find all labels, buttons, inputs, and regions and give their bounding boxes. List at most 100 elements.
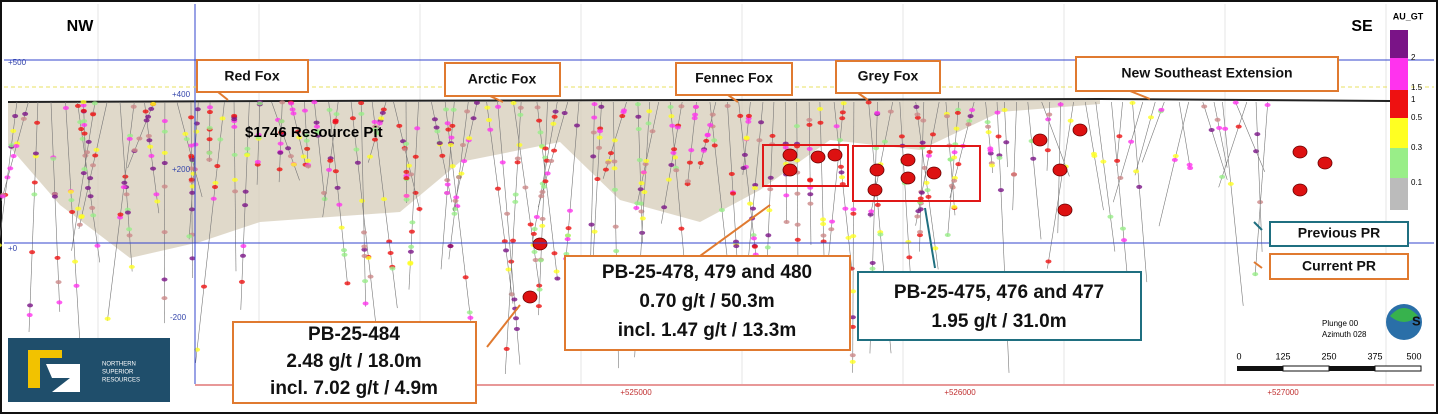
assay	[1107, 214, 1114, 219]
drill-hole	[1116, 101, 1123, 166]
assay	[201, 284, 208, 289]
assay	[34, 120, 41, 125]
drill-hole	[985, 101, 994, 174]
assay	[1201, 104, 1208, 109]
assay	[300, 154, 307, 159]
assay	[80, 100, 87, 105]
intercept	[900, 171, 916, 185]
assay	[1057, 102, 1064, 107]
assay	[120, 185, 127, 190]
assay	[389, 266, 396, 271]
assay	[303, 133, 310, 138]
assay	[439, 153, 446, 158]
assay	[445, 127, 452, 132]
assay	[206, 105, 213, 110]
logo-text: NORTHERN	[102, 362, 136, 368]
assay	[820, 217, 827, 222]
assay	[161, 161, 168, 166]
assay	[466, 310, 473, 315]
assay	[737, 113, 744, 118]
assay	[1232, 100, 1239, 105]
assay	[85, 139, 92, 144]
assay	[462, 275, 469, 280]
assay	[807, 201, 814, 206]
assay	[161, 119, 168, 124]
target-label: Arctic Fox	[468, 71, 537, 87]
callout-text: 0.70 g/t / 50.3m	[639, 291, 774, 312]
drill-hole	[1235, 101, 1266, 172]
legend-value: 0.1	[1411, 178, 1423, 187]
legend-swatch	[1390, 148, 1408, 178]
assay	[691, 116, 698, 121]
assay	[668, 114, 675, 119]
assay	[349, 116, 356, 121]
assay	[684, 179, 691, 184]
assay	[996, 155, 1003, 160]
assay	[837, 164, 844, 169]
drill-hole	[1012, 101, 1017, 211]
assay	[965, 122, 972, 127]
intercept	[867, 183, 883, 197]
assay	[767, 187, 774, 192]
assay	[31, 192, 38, 197]
callout-box	[857, 271, 1142, 341]
drill-hole	[947, 101, 960, 237]
assay	[678, 226, 685, 231]
assay	[1158, 107, 1165, 112]
assay	[0, 243, 2, 248]
assay	[724, 103, 731, 108]
assay	[850, 289, 857, 294]
assay	[642, 162, 649, 167]
assay	[692, 104, 699, 109]
assay	[668, 163, 675, 168]
assay	[539, 223, 546, 228]
assay	[278, 119, 285, 124]
assay	[90, 213, 97, 218]
assay	[794, 237, 801, 242]
assay	[639, 216, 646, 221]
elevation-label: +500	[8, 58, 27, 67]
assay	[81, 131, 88, 136]
assay	[499, 160, 506, 165]
assay	[633, 205, 640, 210]
logo-mark	[46, 364, 80, 392]
assay	[932, 246, 939, 251]
assay	[807, 177, 814, 182]
assay	[842, 206, 849, 211]
compass	[1390, 308, 1418, 322]
assay	[1257, 200, 1264, 205]
assay	[206, 137, 213, 142]
assay	[918, 190, 925, 195]
assay	[865, 100, 872, 105]
assay	[914, 214, 921, 219]
assay	[371, 137, 378, 142]
assay	[674, 125, 681, 130]
assay	[412, 190, 419, 195]
assay	[915, 209, 922, 214]
assay	[649, 129, 656, 134]
assay	[820, 221, 827, 226]
assay	[405, 163, 412, 168]
intercept	[926, 166, 942, 180]
assay	[806, 122, 813, 127]
assay	[1186, 162, 1193, 167]
assay	[751, 186, 758, 191]
assay	[839, 175, 846, 180]
assay	[951, 155, 958, 160]
leader	[486, 304, 521, 348]
assay	[453, 195, 460, 200]
assay	[84, 186, 91, 191]
intercept	[810, 150, 826, 164]
assay	[231, 117, 238, 122]
assay	[407, 260, 414, 265]
assay	[887, 109, 894, 114]
assay	[75, 206, 82, 211]
assay	[362, 301, 369, 306]
assay	[793, 124, 800, 129]
pointer	[217, 91, 229, 101]
assay	[452, 198, 459, 203]
assay	[512, 199, 519, 204]
assay	[766, 208, 773, 213]
assay	[358, 111, 365, 116]
assay	[186, 234, 193, 239]
